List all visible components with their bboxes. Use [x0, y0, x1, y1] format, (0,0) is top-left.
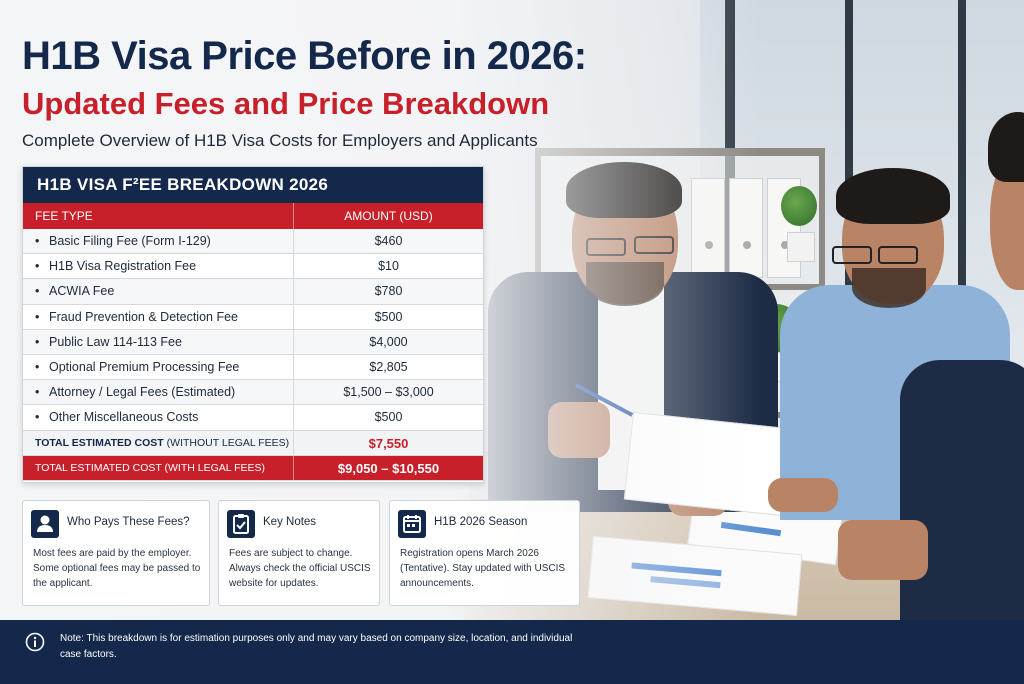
fee-amount: $500: [374, 309, 403, 324]
info-card-text: Fees are subject to change. Always check…: [229, 548, 371, 589]
info-card-title: H1B 2026 Season: [434, 516, 528, 528]
column-header-fee-type: FEE TYPE: [23, 203, 294, 229]
fee-amount: $500: [374, 410, 403, 425]
fee-rows: • Basic Filing Fee (Form I-129) $460 • H1B…: [23, 229, 483, 431]
total-with-legal-row: TOTAL ESTIMATED COST (WITH LEGAL FEES) $…: [23, 455, 483, 481]
bullet-icon: •: [35, 284, 40, 299]
page-tagline: Complete Overview of H1B Visa Costs for …: [22, 131, 538, 150]
table-row: • H1B Visa Registration Fee $10: [23, 254, 483, 280]
fee-label: Other Miscellaneous Costs: [49, 410, 199, 425]
table-header-row: FEE TYPE AMOUNT (USD): [23, 203, 483, 229]
fee-amount: $2,805: [369, 359, 408, 374]
footer-note: Note: This breakdown is for estimation p…: [60, 633, 573, 660]
page-subtitle: Updated Fees and Price Breakdown: [22, 86, 550, 121]
total-amount: $7,550: [368, 435, 409, 451]
fee-label: Optional Premium Processing Fee: [49, 359, 240, 374]
page-title: H1B Visa Price Before in 2026:: [22, 34, 587, 78]
info-card-who-pays: Who Pays These Fees? Most fees are paid …: [22, 500, 210, 606]
total-label-note: (WITHOUT LEGAL FEES): [166, 436, 290, 449]
bullet-icon: •: [35, 259, 40, 274]
fee-label: H1B Visa Registration Fee: [49, 259, 197, 274]
bullet-icon: •: [35, 334, 40, 349]
fee-label: ACWIA Fee: [49, 284, 115, 299]
bullet-icon: •: [35, 385, 40, 400]
user-icon: [31, 510, 59, 538]
info-card-text: Registration opens March 2026 (Tentative…: [400, 548, 566, 589]
info-icon: [25, 632, 45, 652]
table-row: • Basic Filing Fee (Form I-129) $460: [23, 229, 483, 255]
bullet-icon: •: [35, 410, 40, 425]
footer-bar: [0, 620, 1024, 684]
fee-amount: $4,000: [369, 334, 408, 349]
bullet-icon: •: [35, 309, 40, 324]
bullet-icon: •: [35, 359, 40, 374]
fee-label: Public Law 114-113 Fee: [49, 334, 182, 349]
info-card-title: Key Notes: [263, 516, 317, 528]
fee-breakdown-table: H1B VISA F²EE BREAKDOWN 2026 FEE TYPE AM…: [22, 166, 484, 483]
table-row: • Attorney / Legal Fees (Estimated) $1,50…: [23, 380, 483, 406]
total-without-legal-row: TOTAL ESTIMATED COST (WITHOUT LEGAL FEES…: [23, 430, 483, 456]
table-row: • Public Law 114-113 Fee $4,000: [23, 329, 483, 355]
checklist-icon: [227, 510, 255, 538]
fee-amount: $10: [378, 259, 399, 274]
fee-label: Basic Filing Fee (Form I-129): [49, 234, 211, 248]
fee-amount: $460: [374, 234, 403, 248]
table-row: • ACWIA Fee $780: [23, 279, 483, 305]
table-heading: H1B VISA F²EE BREAKDOWN 2026: [23, 167, 483, 203]
column-header-amount: AMOUNT (USD): [344, 209, 433, 223]
bullet-icon: •: [35, 234, 40, 248]
info-card-key-notes: Key Notes Fees are subject to change. Al…: [218, 500, 380, 606]
table-row: • Other Miscellaneous Costs $500: [23, 405, 483, 431]
window-frame: [958, 0, 966, 480]
info-card-season: H1B 2026 Season Registration opens March…: [389, 500, 580, 606]
info-card-title: Who Pays These Fees?: [67, 516, 190, 528]
total-label: TOTAL ESTIMATED COST (WITH LEGAL FEES): [23, 455, 294, 480]
table-row: • Fraud Prevention & Detection Fee $500: [23, 304, 483, 330]
total-label: TOTAL ESTIMATED COST: [35, 436, 164, 449]
info-card-text: Most fees are paid by the employer. Some…: [33, 548, 201, 589]
fee-label: Attorney / Legal Fees (Estimated): [49, 385, 236, 400]
fee-amount: $1,500 – $3,000: [343, 385, 434, 400]
calendar-icon: [398, 510, 426, 538]
total-amount: $9,050 – $10,550: [337, 460, 440, 476]
fee-label: Fraud Prevention & Detection Fee: [49, 309, 238, 324]
table-row: • Optional Premium Processing Fee $2,805: [23, 354, 483, 381]
fee-amount: $780: [374, 284, 403, 299]
